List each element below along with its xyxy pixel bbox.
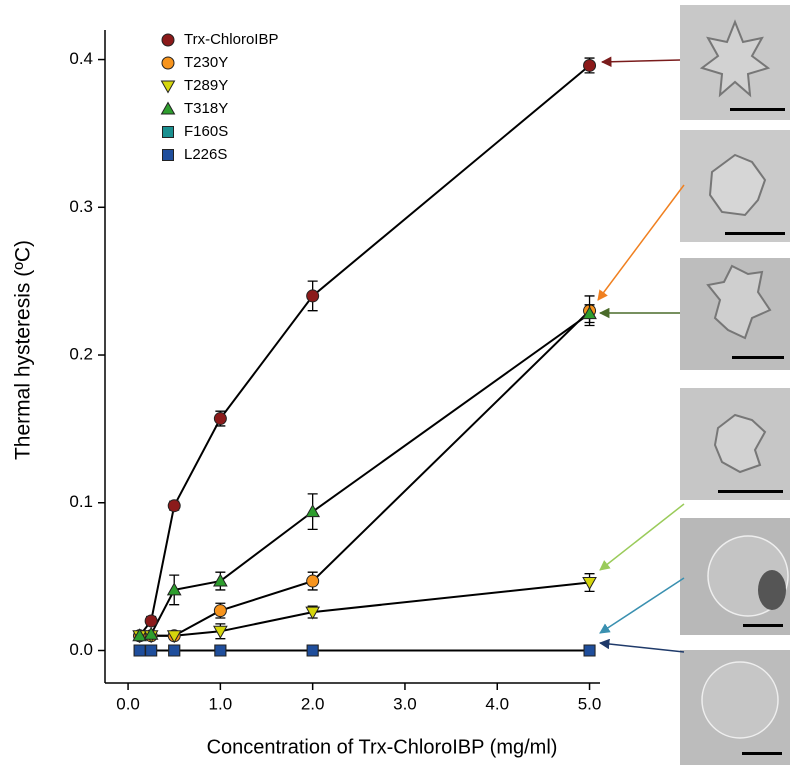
legend-marker: [161, 33, 175, 47]
x-tick-label: 3.0: [393, 694, 417, 713]
data-point: [306, 574, 320, 588]
legend-label: F160S: [184, 123, 228, 140]
data-point: [166, 582, 182, 596]
data-point: [305, 606, 321, 620]
micrographs: [680, 5, 790, 765]
series-line: [139, 581, 590, 637]
x-tick-label: 0.0: [116, 694, 140, 713]
arrows: [597, 56, 685, 653]
legend-marker: [160, 80, 176, 94]
data-point: [213, 604, 227, 618]
data-point: [168, 644, 181, 657]
series-line: [139, 309, 591, 637]
legend-marker: [161, 56, 175, 70]
data-point: [213, 625, 228, 639]
data-point: [143, 626, 159, 640]
data-point: [213, 573, 228, 587]
y-axis-label: Thermal hysteresis (ºC): [12, 240, 35, 460]
data-point: [582, 577, 597, 591]
legend-label: Trx-ChloroIBP: [184, 31, 278, 48]
data-point: [144, 614, 158, 628]
y-tick-label: 0.0: [69, 640, 93, 659]
legend-marker: [160, 101, 176, 115]
y-tick-label: 0.3: [69, 197, 93, 216]
legend-marker: [162, 149, 174, 161]
data-point: [132, 628, 147, 642]
legend-marker: [162, 126, 174, 138]
data-point: [583, 644, 596, 657]
x-tick-label: 4.0: [485, 694, 509, 713]
data-point: [145, 644, 158, 657]
x-axis-label: Concentration of Trx-ChloroIBP (mg/ml): [207, 736, 558, 758]
legend-label: T289Y: [184, 77, 228, 94]
series-line: [139, 312, 591, 637]
data-point: [214, 644, 227, 657]
legend-label: T318Y: [184, 100, 228, 117]
x-tick-label: 1.0: [209, 694, 233, 713]
y-tick-label: 0.1: [69, 492, 93, 511]
data-point: [306, 644, 319, 657]
legend-label: T230Y: [184, 54, 228, 71]
data-point: [582, 306, 597, 320]
legend-label: L226S: [184, 146, 227, 163]
data-point: [166, 630, 182, 644]
data-point: [167, 499, 181, 513]
data-point: [306, 289, 320, 303]
data-point: [213, 412, 227, 426]
y-tick-label: 0.2: [69, 345, 93, 364]
data-point: [305, 504, 321, 518]
x-tick-label: 2.0: [301, 694, 325, 713]
y-tick-label: 0.4: [69, 49, 93, 68]
data-point: [133, 644, 146, 657]
data-point: [583, 58, 597, 72]
x-tick-label: 5.0: [578, 694, 602, 713]
